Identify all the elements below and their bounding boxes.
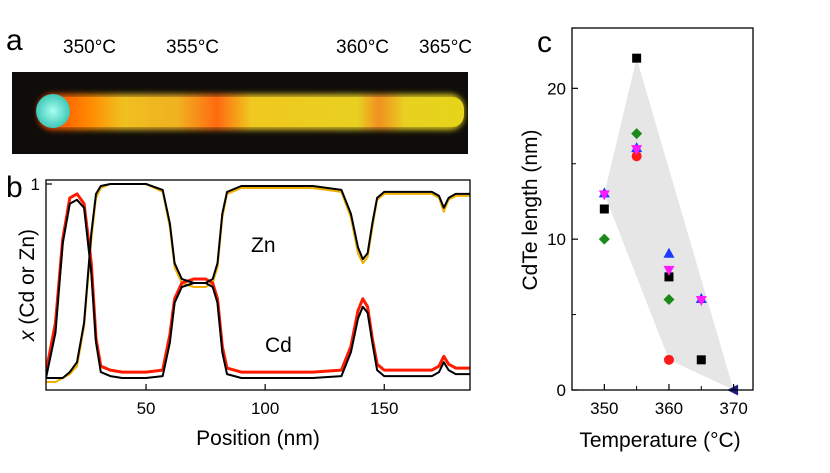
panel-c-point-diamond [663, 294, 675, 305]
panel-c-point-circle [631, 151, 642, 162]
panel-b-y-axis-label-rest: (Cd or Zn) [16, 229, 39, 331]
panel-c-point-triangle-down [598, 190, 610, 201]
panel-c-y-axis-label: CdTe length (nm) [519, 129, 542, 290]
panel-b-x-tick-label: 150 [370, 399, 398, 418]
panel-b-cd-label: Cd [265, 334, 292, 357]
panel-c-x-tick-label: 350 [590, 399, 618, 418]
panel-c-point-triangle-down [663, 265, 675, 276]
panel-b-y-axis-label-variable: x [16, 329, 39, 342]
panel-label-a: a [6, 24, 23, 57]
panel-c-point-diamond [631, 128, 643, 140]
panel-c-y-tick-label: 0 [557, 381, 566, 400]
temperature-label-360: 360°C [336, 37, 389, 58]
temperature-label-350: 350°C [63, 37, 116, 58]
panel-b-y-tick-label: 1 [31, 175, 40, 194]
temperature-label-355: 355°C [166, 37, 219, 58]
panel-c-point-square [632, 53, 642, 63]
nanowire-tip-particle [36, 94, 70, 128]
panel-c-point-circle [663, 354, 674, 365]
panel-c-y-tick-label: 20 [547, 79, 566, 98]
panel-c-point-square [664, 272, 674, 282]
panel-b-x-axis-label: Position (nm) [196, 427, 320, 450]
panel-c-chart: 350 360 370 0 10 20 Temperature (°C) CdTe len… [519, 27, 754, 452]
panel-c-shaded-region [604, 58, 734, 390]
panel-c-x-axis-label: Temperature (°C) [579, 429, 740, 452]
panel-c-point-diamond [598, 233, 610, 245]
temperature-label-365: 365°C [419, 37, 472, 58]
panel-b-y-axis-label: x (Cd or Zn) [16, 229, 39, 342]
panel-b-series-zn-measured [46, 183, 470, 383]
panel-b-series-cd-measured [46, 192, 470, 374]
panel-b-series-cd-fit [46, 198, 470, 379]
panel-c-x-tick-label: 370 [719, 399, 747, 418]
panel-b-frame [45, 179, 471, 391]
panel-b-series-zn-fit [46, 183, 470, 379]
panel-c-point-triangle-up [663, 247, 675, 258]
panel-b-chart: 50 100 150 1 Zn Cd Position (nm) x (Cd or Z… [16, 175, 471, 450]
panel-c-point-triangle-down [695, 296, 707, 306]
panel-c-x-tick-label: 360 [655, 399, 683, 418]
panel-c-point-square [599, 204, 609, 214]
panel-b-zn-label: Zn [251, 234, 276, 257]
panel-b-x-tick-label: 50 [137, 399, 156, 418]
panel-c-y-tick-label: 10 [547, 230, 566, 249]
panel-a-micrograph [12, 72, 468, 154]
panel-b-x-tick-label: 100 [251, 399, 279, 418]
panel-c-point-triangle-down [631, 145, 643, 156]
panel-c-frame [571, 27, 754, 391]
nanowire [38, 97, 464, 127]
panel-label-c: c [537, 26, 552, 59]
panel-label-b: b [6, 171, 23, 204]
panel-c-point-square [696, 355, 706, 365]
